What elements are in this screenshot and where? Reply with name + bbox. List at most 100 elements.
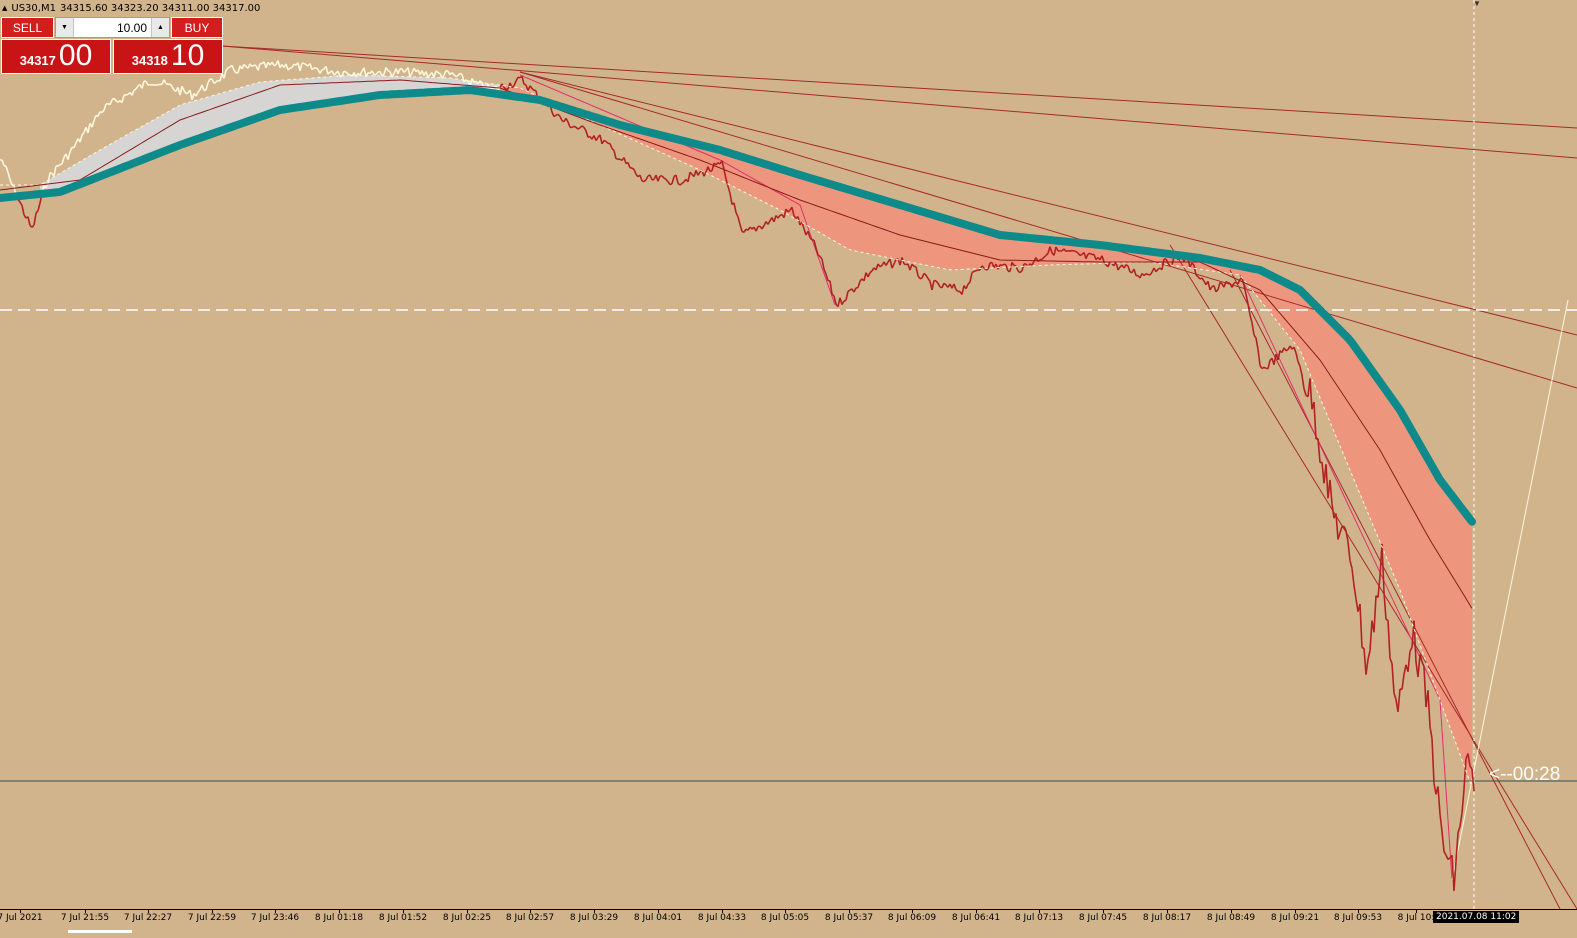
- price-bar: [34, 213, 36, 225]
- price-bar: [578, 128, 580, 129]
- price-bar: [904, 264, 906, 265]
- price-bar: [910, 264, 912, 270]
- price-bar: [54, 166, 56, 176]
- price-bar: [916, 267, 918, 276]
- price-bar: [1002, 264, 1004, 265]
- time-tick-label: 8 Jul 09:21: [1271, 913, 1319, 923]
- price-bar: [134, 89, 136, 90]
- price-bar: [768, 221, 770, 225]
- sell-price-main: 34317: [20, 53, 56, 68]
- price-bar: [32, 225, 34, 227]
- price-bar: [1258, 349, 1260, 365]
- price-bar: [1150, 272, 1152, 275]
- time-tick-label: 8 Jul 09:53: [1334, 913, 1382, 923]
- price-bar: [446, 70, 448, 71]
- price-chart[interactable]: [0, 0, 1577, 909]
- price-bar: [774, 216, 776, 222]
- price-bar: [1374, 596, 1376, 633]
- price-bar: [1310, 378, 1312, 409]
- lot-decrease-icon[interactable]: ▼: [56, 18, 74, 37]
- price-bar: [756, 227, 758, 232]
- price-bar: [1018, 271, 1020, 273]
- scroll-indicator[interactable]: [68, 930, 132, 933]
- price-bar: [68, 152, 70, 160]
- price-bar: [1378, 576, 1380, 597]
- price-bar: [1216, 290, 1218, 292]
- price-bar: [4, 166, 6, 167]
- price-bar: [658, 176, 660, 181]
- sell-button[interactable]: SELL: [1, 17, 54, 38]
- collapse-triangle-icon[interactable]: ▲: [2, 5, 7, 12]
- price-bar: [736, 213, 738, 217]
- price-bar: [1198, 277, 1200, 279]
- price-bar: [104, 104, 106, 110]
- sell-price-button[interactable]: 34317 00: [1, 39, 111, 74]
- price-bar: [8, 172, 10, 179]
- price-bar: [1128, 266, 1130, 272]
- trendline: [222, 46, 1577, 158]
- lot-increase-icon[interactable]: ▲: [151, 18, 169, 37]
- price-bar: [524, 84, 526, 85]
- shift-marker-icon[interactable]: ▼: [1473, 0, 1481, 8]
- price-bar: [216, 80, 218, 82]
- price-bar: [1352, 568, 1354, 585]
- price-bar: [1232, 283, 1234, 287]
- price-bar: [196, 92, 198, 96]
- price-bar: [208, 79, 210, 83]
- price-bar: [1302, 376, 1304, 389]
- lot-size-value[interactable]: 10.00: [74, 21, 151, 35]
- buy-price-button[interactable]: 34318 10: [113, 39, 223, 74]
- price-bar: [232, 65, 234, 70]
- price-bar: [114, 98, 116, 100]
- price-bar: [698, 172, 700, 175]
- price-bar: [334, 73, 336, 75]
- buy-button[interactable]: BUY: [171, 17, 223, 38]
- price-bar: [1428, 690, 1430, 726]
- price-bar: [1066, 251, 1068, 252]
- price-bar: [1390, 658, 1392, 663]
- price-bar: [1268, 361, 1270, 369]
- time-tick-label: 8 Jul 10:: [1398, 913, 1435, 923]
- price-bar: [586, 131, 588, 137]
- price-bar: [878, 264, 880, 267]
- price-bar: [1020, 271, 1022, 273]
- price-bar: [568, 122, 570, 127]
- price-bar: [238, 66, 240, 73]
- price-bar: [198, 90, 200, 92]
- price-bar: [454, 75, 456, 77]
- price-bar: [632, 168, 634, 169]
- price-bar: [1348, 542, 1350, 561]
- price-bar: [664, 178, 666, 179]
- price-bar: [728, 186, 730, 193]
- price-bar: [62, 157, 64, 163]
- price-bar: [890, 259, 892, 268]
- price-bar: [1422, 662, 1424, 667]
- price-bar: [146, 81, 148, 85]
- price-bar: [572, 126, 574, 127]
- lot-size-field[interactable]: ▼ 10.00 ▲: [55, 17, 170, 38]
- price-bar: [928, 278, 930, 281]
- price-bar: [1402, 674, 1404, 689]
- price-bar: [226, 68, 228, 71]
- price-bar: [974, 271, 976, 272]
- price-bar: [636, 174, 638, 176]
- buy-price-pips: 10: [171, 41, 204, 71]
- price-bar: [966, 284, 968, 289]
- price-bar: [1284, 348, 1286, 351]
- time-tick-label: 8 Jul 07:13: [1015, 913, 1063, 923]
- price-bar: [1080, 254, 1082, 255]
- trendline: [520, 72, 1577, 388]
- price-bar: [634, 169, 636, 174]
- price-bar: [516, 77, 518, 81]
- time-tick-label: 7 Jul 22:59: [188, 913, 236, 923]
- price-bar: [388, 71, 390, 72]
- price-bar: [1228, 283, 1230, 284]
- price-bar: [316, 68, 318, 70]
- price-bar: [28, 217, 30, 226]
- price-bar: [682, 182, 684, 184]
- price-bar: [410, 73, 412, 77]
- price-bar: [6, 166, 8, 172]
- price-bar: [320, 70, 322, 74]
- price-bar: [1454, 861, 1456, 890]
